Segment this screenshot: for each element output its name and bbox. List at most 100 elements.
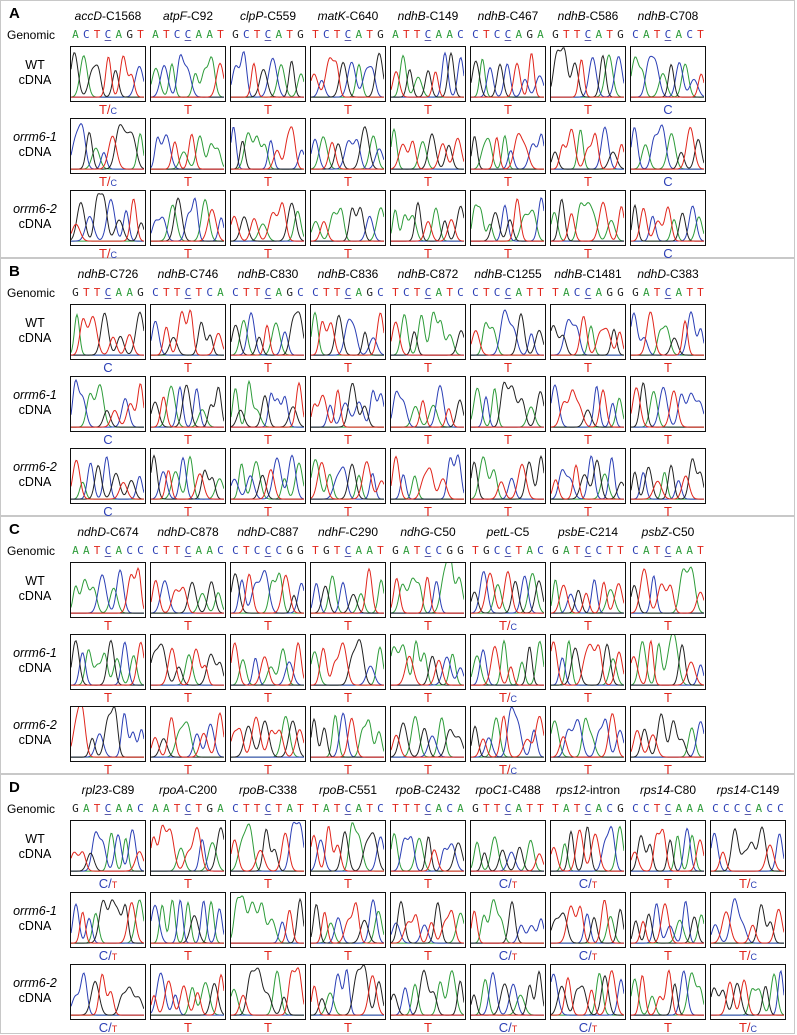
- trace: [71, 198, 144, 242]
- base: T: [552, 802, 559, 815]
- base: A: [457, 802, 464, 815]
- line-name: orrm6-1: [13, 646, 57, 660]
- base-call: C: [103, 504, 113, 519]
- base: C: [632, 28, 639, 41]
- trace: [151, 62, 224, 98]
- trace: [711, 908, 784, 944]
- chromatogram: [471, 707, 544, 758]
- trace: [71, 829, 144, 872]
- chromatogram-box: [310, 376, 386, 432]
- base-call: C/T: [98, 1020, 118, 1035]
- trace: [231, 895, 304, 944]
- chromatogram-box: [550, 118, 626, 174]
- base: T: [653, 802, 661, 815]
- chromatogram: [631, 124, 704, 170]
- line-name: orrm6-2: [13, 976, 57, 990]
- site-label: ndhB-C586: [548, 9, 628, 23]
- chromatogram: [551, 126, 624, 170]
- base: C: [344, 802, 352, 815]
- trace: [631, 721, 704, 758]
- base: G: [617, 28, 624, 41]
- trace: [551, 151, 624, 170]
- trace: [631, 828, 704, 872]
- chromatogram-box: [390, 304, 466, 360]
- line-name: orrm6-2: [13, 460, 57, 474]
- base: A: [515, 28, 523, 41]
- chromatogram-box: [390, 706, 466, 762]
- site-label: matK-C640: [308, 9, 388, 23]
- base: T: [482, 802, 490, 815]
- trace: [151, 647, 224, 686]
- base: G: [126, 28, 133, 41]
- site-label: rpoA-C200: [148, 783, 228, 797]
- chromatogram: [711, 826, 784, 872]
- trace: [71, 193, 144, 242]
- base-call: T: [424, 102, 432, 117]
- base-call: T: [424, 504, 432, 519]
- row-label: WT cDNA: [5, 832, 65, 862]
- trace: [151, 309, 224, 356]
- trace: [231, 132, 304, 170]
- chromatogram-box: [390, 634, 466, 690]
- trace: [71, 707, 144, 758]
- base: T: [697, 286, 704, 299]
- base: A: [82, 544, 90, 557]
- sample-type: cDNA: [18, 73, 52, 87]
- trace: [391, 722, 464, 758]
- base-call: C/T: [578, 948, 598, 963]
- base: T: [162, 286, 170, 299]
- row-label: orrm6-2 cDNA: [5, 718, 65, 748]
- base: C: [632, 544, 639, 557]
- chromatogram-box: [630, 376, 706, 432]
- trace: [391, 455, 464, 500]
- gene-name: ndhD: [77, 525, 106, 539]
- site-id: -C1568: [101, 9, 142, 23]
- base: T: [93, 286, 101, 299]
- gene-name: ndhB: [477, 9, 506, 23]
- chromatogram-box: [310, 46, 386, 102]
- base: T: [413, 286, 421, 299]
- site-label: ndhB-C708: [628, 9, 708, 23]
- site-id: -C200: [184, 783, 218, 797]
- base: C: [242, 28, 250, 41]
- chromatogram: [471, 899, 544, 944]
- sample-type: cDNA: [18, 145, 52, 159]
- base: A: [697, 802, 704, 815]
- trace: [71, 383, 144, 428]
- base: C: [472, 28, 479, 41]
- base: T: [242, 802, 250, 815]
- trace: [631, 126, 704, 170]
- base-call: T: [344, 1020, 352, 1035]
- base-call: T: [584, 618, 592, 633]
- base-call: T: [264, 246, 272, 261]
- site-id: -C830: [265, 267, 299, 281]
- chromatogram: [231, 967, 304, 1016]
- site-label: ndhD-C674: [68, 525, 148, 539]
- site-id: -C878: [186, 525, 219, 539]
- trace: [551, 713, 624, 758]
- chromatogram: [151, 384, 224, 428]
- trace: [551, 201, 624, 242]
- trace: [71, 52, 144, 98]
- base-call: T: [584, 360, 592, 375]
- chromatogram-box: [230, 304, 306, 360]
- base-call: T: [184, 246, 192, 261]
- trace: [71, 311, 144, 356]
- trace: [151, 973, 224, 1016]
- trace: [471, 387, 544, 428]
- base-call: T: [584, 762, 592, 777]
- site-id: -C149: [425, 9, 459, 23]
- base-call: T: [264, 504, 272, 519]
- gene-name: ndhB: [554, 267, 583, 281]
- base: T: [93, 802, 101, 815]
- trace: [151, 915, 224, 944]
